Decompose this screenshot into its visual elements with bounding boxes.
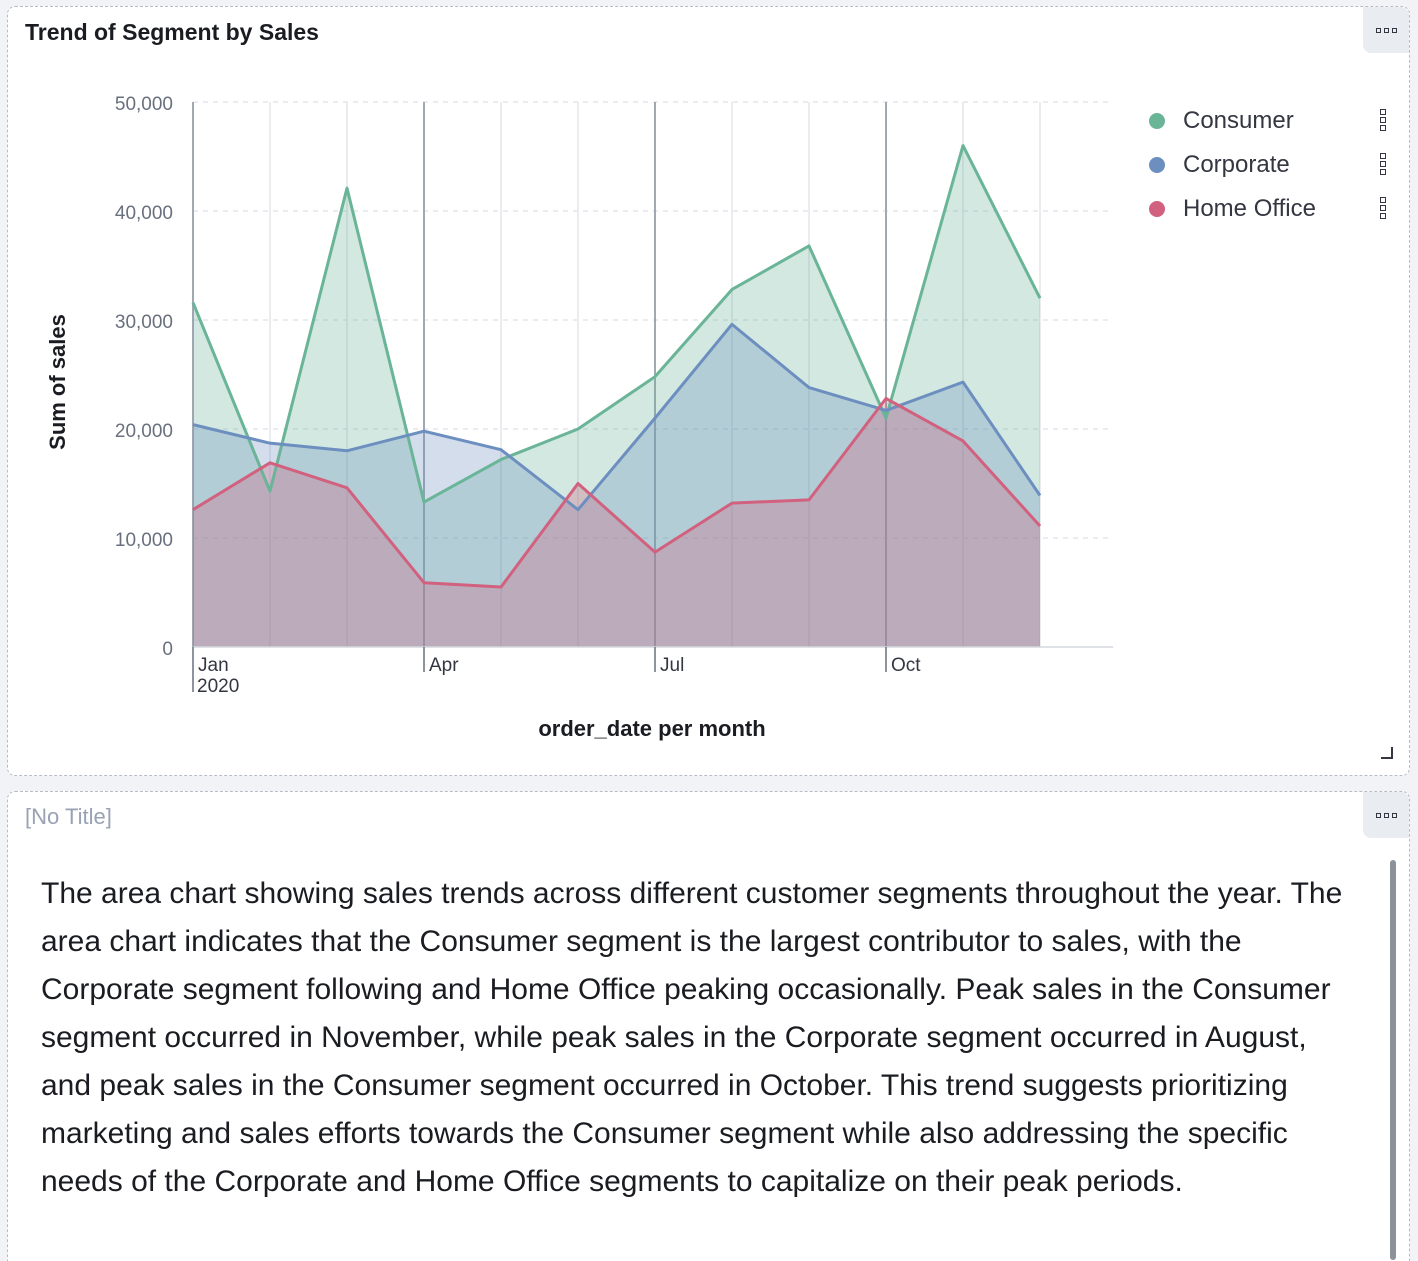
legend-item-consumer[interactable]: Consumer [1146,99,1386,143]
x-tick-label: Apr [429,655,459,676]
legend-dot-consumer [1149,113,1165,129]
legend-label: Consumer [1183,107,1294,135]
insight-text: The area chart showing sales trends acro… [41,870,1351,1206]
x-tick-label: Jul [660,655,684,676]
y-tick-label: 10,000 [115,530,173,551]
x-axis-title: order_date per month [538,716,765,741]
resize-handle-icon[interactable] [1381,747,1393,759]
x-tick-sublabel: 2020 [197,676,239,697]
legend-item-corporate[interactable]: Corporate [1146,143,1386,187]
legend-item-home-office[interactable]: Home Office [1146,187,1386,231]
chart-areas [193,146,1040,647]
x-tick-label: Oct [891,655,921,676]
legend-options-icon[interactable] [1380,109,1386,131]
panel-options-icon[interactable] [1363,792,1409,838]
y-tick-label: 30,000 [115,312,173,333]
text-panel-title: [No Title] [25,804,112,830]
legend-label: Home Office [1183,195,1316,223]
legend-label: Corporate [1183,151,1290,179]
y-tick-label: 50,000 [115,94,173,115]
text-panel: [No Title] The area chart showing sales … [7,791,1410,1261]
legend-options-icon[interactable] [1380,197,1386,219]
y-tick-label: 0 [162,639,173,660]
legend-dot-corporate [1149,157,1165,173]
y-tick-label: 20,000 [115,421,173,442]
legend-options-icon[interactable] [1380,153,1386,175]
y-axis-title: Sum of sales [45,314,70,450]
chart-legend: Consumer Corporate Home Office [1146,99,1386,231]
scrollbar[interactable] [1390,860,1396,1260]
y-tick-label: 40,000 [115,203,173,224]
legend-dot-home-office [1149,201,1165,217]
x-tick-label: Jan [198,655,229,676]
